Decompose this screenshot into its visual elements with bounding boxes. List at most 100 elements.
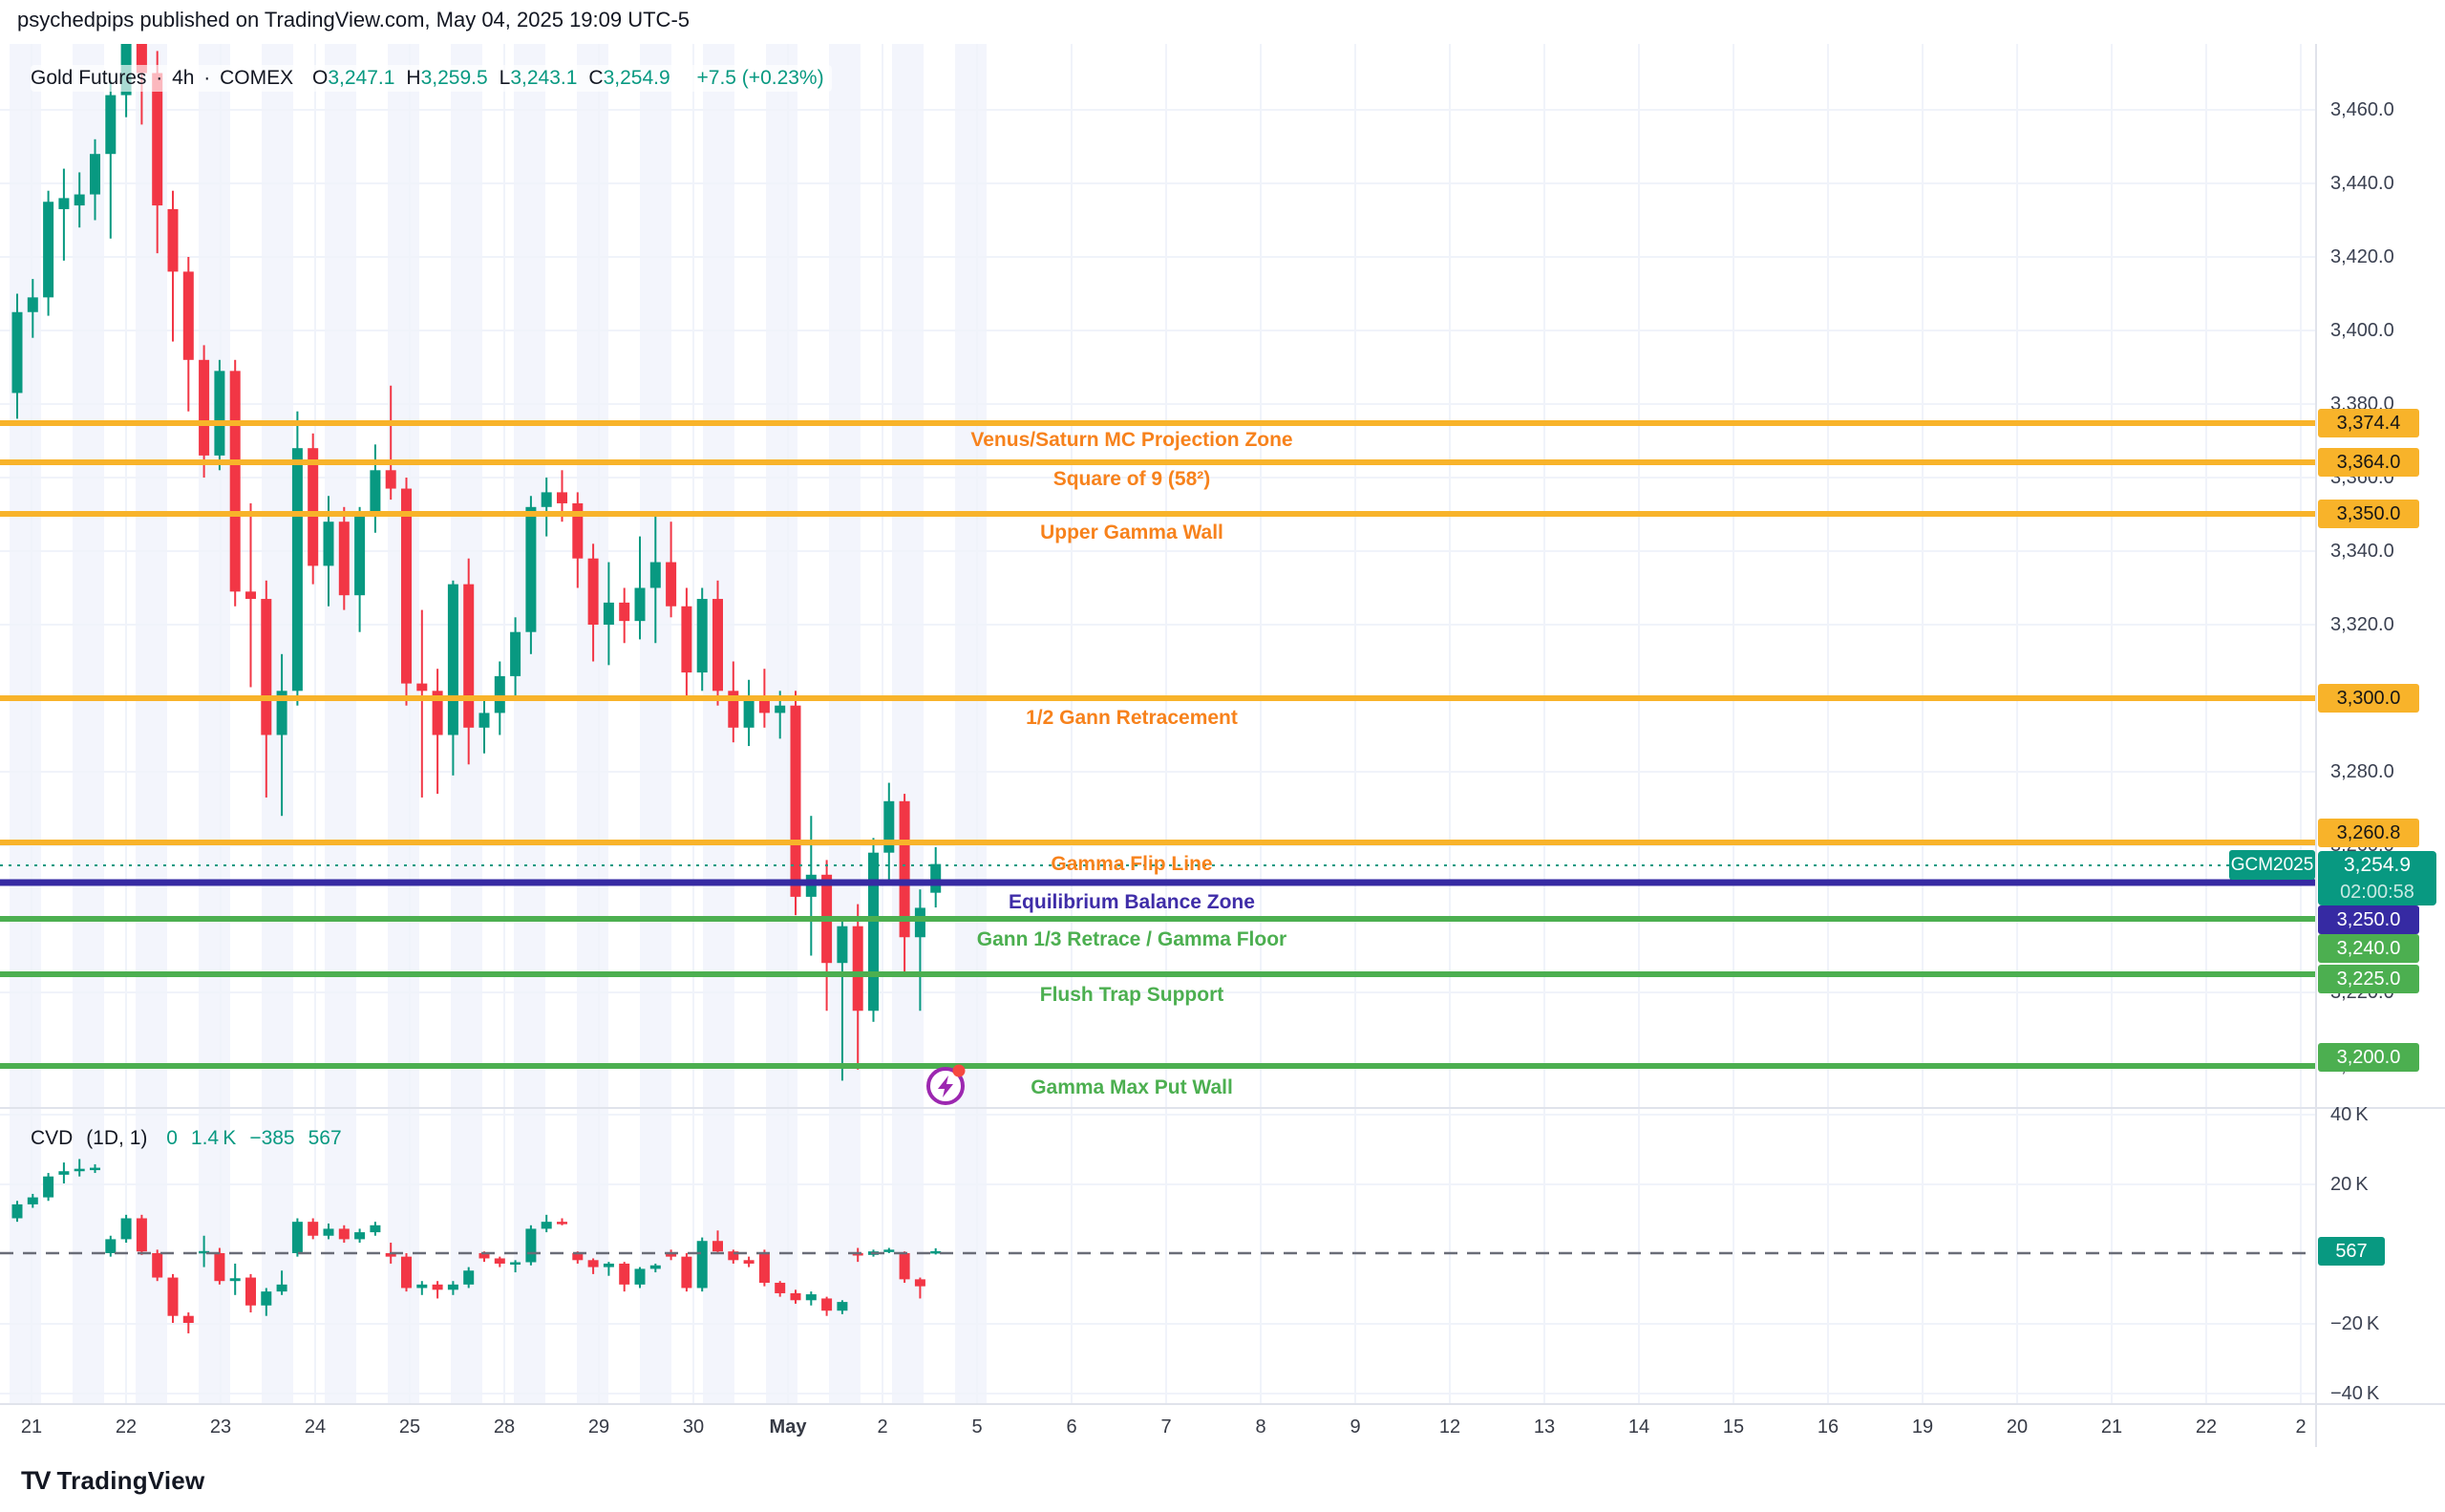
candle — [930, 863, 942, 893]
candle — [11, 311, 23, 394]
price-tick: 3,440.0 — [2330, 173, 2394, 194]
candle — [245, 591, 256, 600]
symbol-name: Gold Futures — [31, 67, 147, 89]
price-tick: 3,420.0 — [2330, 246, 2394, 267]
candle — [152, 73, 163, 206]
level-label[interactable]: Gann 1/3 Retrace / Gamma Floor — [976, 928, 1287, 950]
time-tick: 2 — [877, 1416, 888, 1437]
price-scale[interactable] — [2316, 44, 2445, 1404]
candle — [712, 599, 723, 692]
time-tick: 21 — [20, 1416, 43, 1437]
level-price-badge: 3,200.0 — [2318, 1043, 2419, 1072]
candle — [323, 522, 334, 566]
candle — [852, 926, 863, 1012]
candle — [261, 599, 272, 735]
level-price-badge: 3,260.8 — [2318, 819, 2419, 847]
time-tick: 28 — [493, 1416, 516, 1437]
candle — [416, 683, 428, 692]
level-price-badge: 3,350.0 — [2318, 500, 2419, 528]
candle — [370, 470, 381, 515]
candle — [291, 448, 303, 692]
time-tick: 15 — [1722, 1416, 1745, 1437]
candle — [666, 562, 677, 607]
time-tick: 9 — [1350, 1416, 1361, 1437]
cvd-value: 0 — [166, 1127, 178, 1149]
level-price-badge: 3,374.4 — [2318, 409, 2419, 437]
level-label[interactable]: Equilibrium Balance Zone — [1009, 891, 1255, 913]
level-label[interactable]: Upper Gamma Wall — [1040, 522, 1223, 543]
time-scale[interactable] — [0, 1404, 2316, 1447]
session-stripes — [10, 44, 987, 1404]
cvd-last-value-badge: 567 — [2318, 1237, 2385, 1266]
ohlc-item: L3,243.1 — [499, 67, 578, 89]
candle — [899, 800, 910, 938]
candle — [354, 514, 366, 596]
time-tick: 13 — [1533, 1416, 1556, 1437]
time-tick: 20 — [2006, 1416, 2029, 1437]
candle — [105, 95, 117, 155]
tradingview-logo-icon: TV — [21, 1466, 51, 1495]
time-tick: 23 — [209, 1416, 232, 1437]
candle — [136, 44, 147, 74]
candle — [510, 631, 521, 676]
price-tick: 3,320.0 — [2330, 614, 2394, 635]
level-price-badge: 3,250.0 — [2318, 905, 2419, 934]
ohlc-item: O3,247.1 — [311, 67, 395, 89]
interval-label: 4h — [172, 67, 195, 89]
symbol-legend[interactable]: Gold Futures · 4h · COMEX O3,247.1 H3,259… — [31, 65, 832, 92]
ohlc-values: O3,247.1 H3,259.5 L3,243.1 C3,254.9 — [312, 67, 682, 89]
cvd-tick: 40 K — [2330, 1104, 2369, 1125]
candle — [681, 606, 692, 673]
last-price-value: 3,254.9 — [2343, 854, 2412, 876]
candle — [74, 194, 85, 206]
level-price-badge: 3,364.0 — [2318, 448, 2419, 477]
time-tick: 19 — [1911, 1416, 1934, 1437]
cvd-bars[interactable] — [11, 1159, 942, 1333]
idea-marker-icon[interactable] — [923, 1061, 972, 1111]
candle — [432, 691, 443, 735]
candle — [58, 198, 70, 209]
candle — [790, 705, 801, 897]
time-tick: 5 — [971, 1416, 983, 1437]
level-label[interactable]: Gamma Flip Line — [1051, 853, 1213, 875]
candle — [276, 691, 287, 735]
tradingview-attribution[interactable]: TV TradingView — [21, 1466, 204, 1496]
time-tick: 22 — [115, 1416, 138, 1437]
candlesticks[interactable] — [11, 44, 942, 1081]
level-label[interactable]: Square of 9 (58²) — [1052, 468, 1211, 490]
level-price-badge: 3,225.0 — [2318, 965, 2419, 993]
price-tick: 3,280.0 — [2330, 761, 2394, 782]
level-label[interactable]: Flush Trap Support — [1039, 984, 1224, 1006]
lightning-bolt-icon — [938, 1075, 953, 1097]
level-label[interactable]: Gamma Max Put Wall — [1031, 1076, 1233, 1098]
candle — [557, 492, 567, 503]
candle — [619, 602, 630, 622]
exchange-label: COMEX — [220, 67, 294, 89]
cvd-value: 567 — [308, 1127, 342, 1149]
cvd-params: (1D, 1) — [86, 1127, 148, 1149]
cvd-tick: 20 K — [2330, 1174, 2369, 1195]
bar-countdown: 02:00:58 — [2340, 882, 2414, 903]
last-price-badge: 3,254.9 02:00:58 — [2318, 851, 2436, 905]
level-label[interactable]: Venus/Saturn MC Projection Zone — [970, 429, 1293, 451]
candle — [649, 562, 661, 588]
cvd-indicator-legend[interactable]: CVD (1D, 1) 0 1.4 K −385 567 — [31, 1127, 342, 1150]
level-label[interactable]: 1/2 Gann Retracement — [1026, 707, 1238, 729]
candle — [837, 926, 848, 964]
level-lines[interactable] — [0, 420, 2316, 1069]
candle — [541, 492, 552, 507]
time-tick: 25 — [398, 1416, 421, 1437]
candle — [603, 602, 614, 625]
candle — [385, 470, 396, 489]
candle — [308, 448, 319, 566]
candle — [587, 558, 599, 625]
contract-label: GCM2025 — [2229, 850, 2315, 880]
level-price-badge: 3,240.0 — [2318, 934, 2419, 963]
candle — [914, 907, 925, 938]
change-label: +7.5 (+0.23%) — [696, 67, 824, 89]
time-tick: 29 — [587, 1416, 610, 1437]
time-tick: 6 — [1066, 1416, 1077, 1437]
candle — [758, 698, 770, 713]
